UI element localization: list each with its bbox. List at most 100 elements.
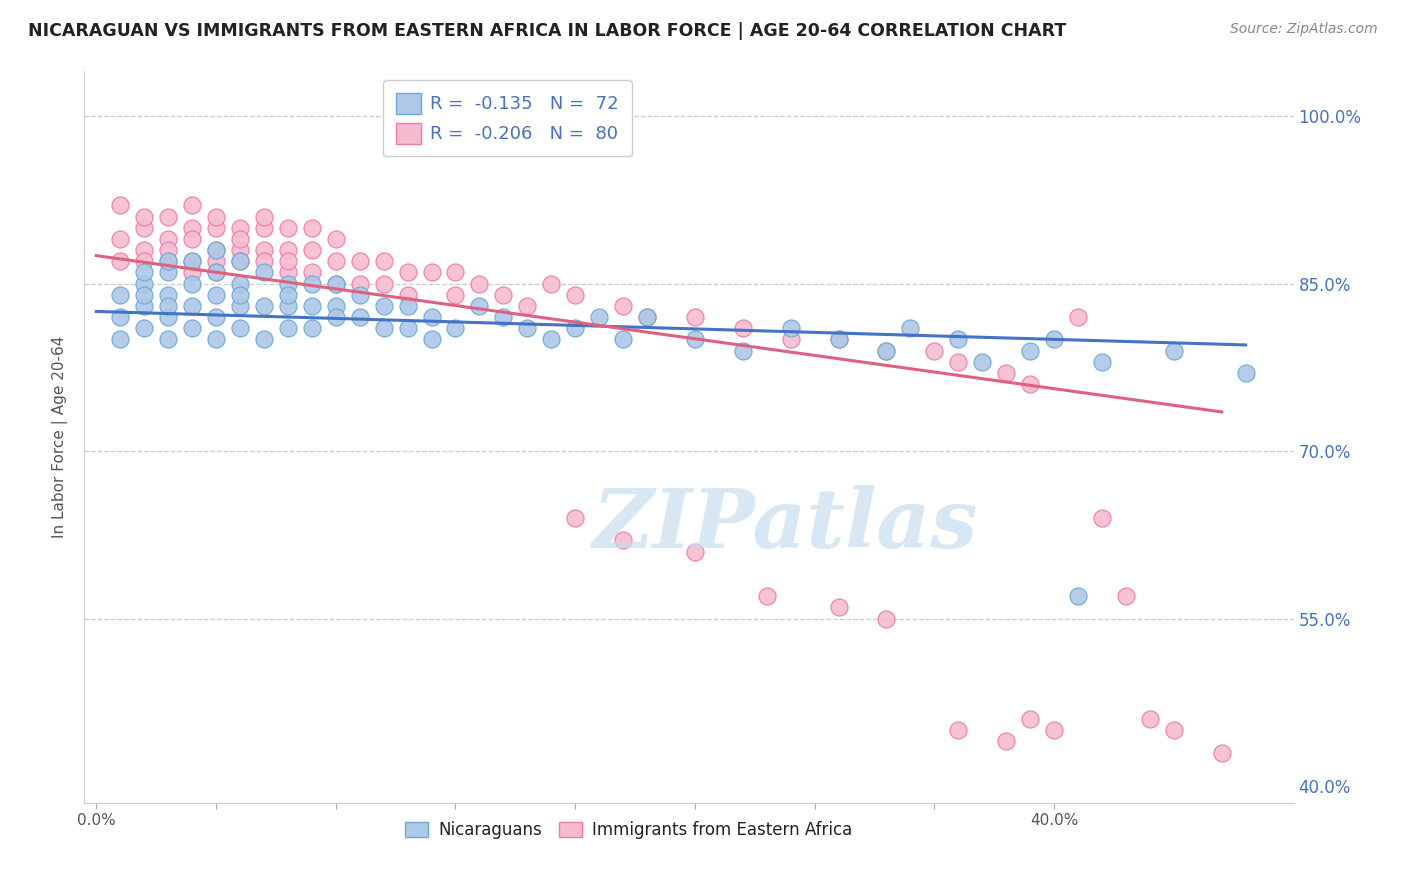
- Point: [253, 243, 276, 257]
- Point: [373, 277, 395, 291]
- Point: [612, 533, 634, 548]
- Point: [900, 321, 922, 335]
- Point: [134, 287, 156, 301]
- Point: [1043, 723, 1066, 738]
- Text: ZIPatlas: ZIPatlas: [593, 485, 979, 565]
- Point: [325, 299, 347, 313]
- Point: [253, 332, 276, 346]
- Point: [1163, 343, 1185, 358]
- Point: [205, 332, 228, 346]
- Point: [110, 198, 132, 212]
- Point: [420, 332, 443, 346]
- Point: [948, 354, 970, 368]
- Point: [731, 343, 754, 358]
- Point: [516, 299, 538, 313]
- Point: [1234, 366, 1257, 380]
- Point: [755, 589, 778, 603]
- Y-axis label: In Labor Force | Age 20-64: In Labor Force | Age 20-64: [52, 336, 69, 538]
- Point: [277, 299, 299, 313]
- Point: [1163, 723, 1185, 738]
- Point: [277, 287, 299, 301]
- Point: [373, 299, 395, 313]
- Point: [181, 321, 204, 335]
- Point: [134, 299, 156, 313]
- Point: [181, 265, 204, 279]
- Point: [181, 254, 204, 268]
- Point: [253, 254, 276, 268]
- Point: [325, 254, 347, 268]
- Point: [325, 310, 347, 324]
- Point: [229, 254, 252, 268]
- Point: [540, 332, 562, 346]
- Point: [1019, 343, 1042, 358]
- Point: [229, 277, 252, 291]
- Point: [468, 299, 491, 313]
- Point: [205, 265, 228, 279]
- Point: [157, 287, 180, 301]
- Point: [181, 254, 204, 268]
- Point: [325, 277, 347, 291]
- Point: [205, 265, 228, 279]
- Point: [157, 310, 180, 324]
- Point: [564, 287, 586, 301]
- Point: [205, 220, 228, 235]
- Point: [588, 310, 610, 324]
- Point: [612, 299, 634, 313]
- Point: [1043, 332, 1066, 346]
- Point: [396, 321, 419, 335]
- Point: [612, 332, 634, 346]
- Point: [277, 220, 299, 235]
- Point: [683, 310, 706, 324]
- Point: [875, 343, 897, 358]
- Point: [924, 343, 946, 358]
- Point: [564, 321, 586, 335]
- Point: [875, 343, 897, 358]
- Point: [683, 332, 706, 346]
- Point: [277, 243, 299, 257]
- Point: [205, 310, 228, 324]
- Point: [253, 220, 276, 235]
- Point: [253, 265, 276, 279]
- Point: [181, 220, 204, 235]
- Point: [683, 544, 706, 558]
- Point: [134, 321, 156, 335]
- Point: [110, 254, 132, 268]
- Point: [396, 265, 419, 279]
- Point: [301, 265, 323, 279]
- Point: [301, 321, 323, 335]
- Point: [253, 299, 276, 313]
- Point: [995, 366, 1018, 380]
- Point: [349, 287, 371, 301]
- Point: [301, 299, 323, 313]
- Point: [157, 232, 180, 246]
- Point: [253, 210, 276, 224]
- Point: [134, 243, 156, 257]
- Point: [349, 310, 371, 324]
- Point: [301, 243, 323, 257]
- Point: [731, 321, 754, 335]
- Point: [1067, 310, 1090, 324]
- Point: [1115, 589, 1137, 603]
- Point: [420, 265, 443, 279]
- Point: [301, 220, 323, 235]
- Point: [373, 321, 395, 335]
- Point: [134, 220, 156, 235]
- Point: [157, 254, 180, 268]
- Point: [875, 611, 897, 625]
- Point: [373, 254, 395, 268]
- Point: [325, 277, 347, 291]
- Point: [349, 277, 371, 291]
- Point: [134, 265, 156, 279]
- Point: [827, 332, 849, 346]
- Point: [157, 299, 180, 313]
- Point: [636, 310, 658, 324]
- Point: [636, 310, 658, 324]
- Point: [396, 299, 419, 313]
- Point: [157, 210, 180, 224]
- Text: Source: ZipAtlas.com: Source: ZipAtlas.com: [1230, 22, 1378, 37]
- Point: [229, 299, 252, 313]
- Point: [1019, 377, 1042, 392]
- Point: [325, 232, 347, 246]
- Point: [205, 243, 228, 257]
- Point: [229, 321, 252, 335]
